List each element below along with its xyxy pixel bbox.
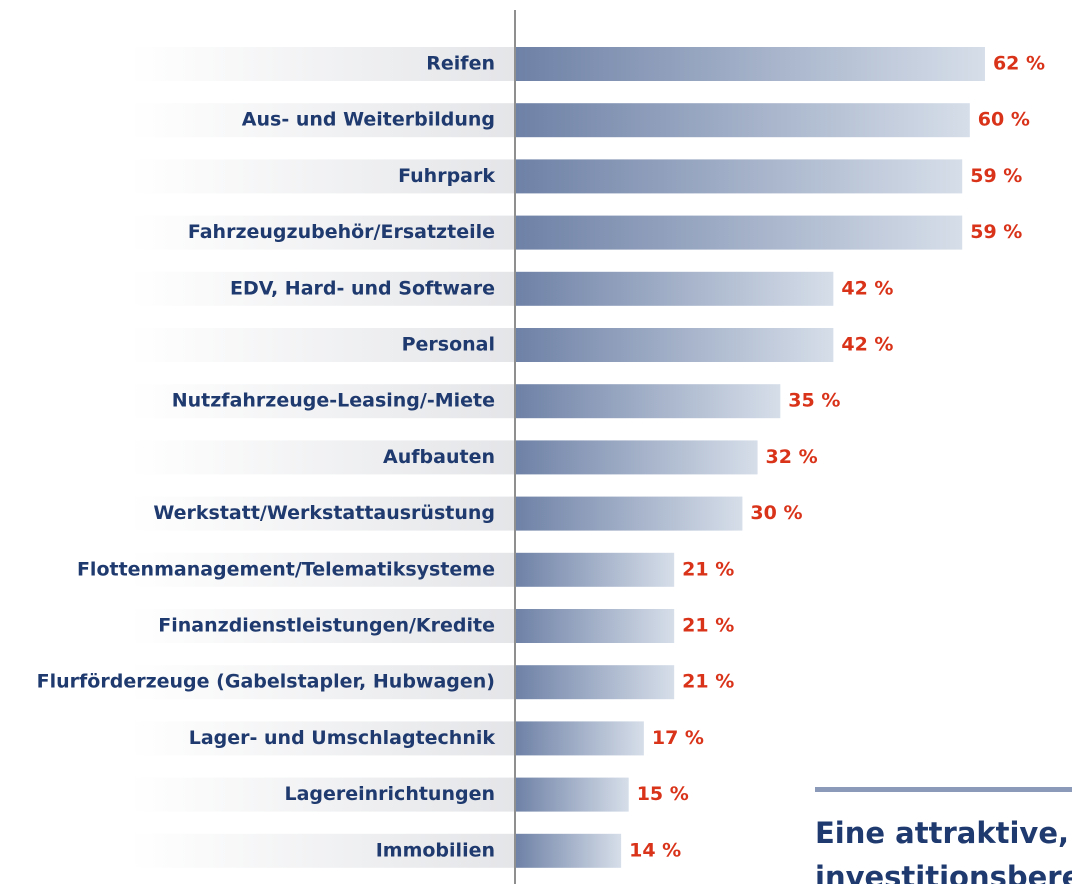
bar (515, 159, 963, 194)
bar (515, 271, 834, 306)
category-label: Immobilien (376, 839, 495, 861)
label-background (130, 440, 515, 475)
value-label: 42 % (841, 277, 893, 299)
value-label: 21 % (682, 615, 734, 637)
label-background (130, 552, 515, 587)
category-label: Reifen (426, 53, 495, 75)
category-label: Fahrzeugzubehör/Ersatzteile (188, 221, 495, 243)
value-label: 59 % (970, 165, 1022, 187)
label-background (130, 328, 515, 362)
label-background (130, 609, 515, 643)
label-background (130, 721, 515, 756)
value-label: 62 % (993, 53, 1045, 75)
value-label: 59 % (970, 221, 1022, 243)
bar (515, 609, 675, 643)
annotation: Eine attraktive, (815, 816, 1069, 850)
bar (515, 721, 644, 756)
category-label: Nutzfahrzeuge-Leasing/-Miete (172, 390, 495, 412)
value-label: 60 % (978, 109, 1030, 131)
category-label: EDV, Hard- und Software (230, 277, 495, 299)
value-label: 14 % (629, 839, 681, 861)
bar (515, 665, 675, 700)
category-label: Flurförderzeuge (Gabelstapler, Hubwagen) (37, 671, 495, 693)
category-label: Fuhrpark (398, 165, 495, 187)
category-label: Personal (402, 334, 495, 356)
category-label: Lagereinrichtungen (284, 783, 495, 805)
label-background (130, 777, 515, 812)
value-label: 30 % (750, 502, 802, 524)
bar (515, 496, 743, 531)
bar (515, 777, 629, 812)
value-label: 32 % (766, 446, 818, 468)
category-label: Finanzdienstleistungen/Kredite (158, 615, 495, 637)
bar (515, 47, 985, 81)
divider (815, 787, 1072, 792)
annotation: investitionsbere (815, 860, 1072, 884)
value-label: 21 % (682, 671, 734, 693)
label-background (130, 47, 515, 81)
category-label: Flottenmanagement/Telematiksysteme (77, 558, 495, 580)
bar (515, 328, 834, 362)
label-background (130, 496, 515, 531)
value-label: 42 % (841, 334, 893, 356)
bar (515, 833, 622, 868)
category-label: Aufbauten (383, 446, 495, 468)
label-background (130, 833, 515, 868)
label-background (130, 159, 515, 194)
category-label: Lager- und Umschlagtechnik (189, 727, 496, 749)
bar (515, 440, 758, 475)
value-label: 15 % (637, 783, 689, 805)
bar (515, 552, 675, 587)
label-background (130, 384, 515, 419)
label-background (130, 271, 515, 306)
category-label: Werkstatt/Werkstattausrüstung (153, 502, 495, 524)
value-label: 17 % (652, 727, 704, 749)
bar (515, 215, 963, 250)
label-background (130, 215, 515, 250)
label-background (130, 665, 515, 700)
value-label: 21 % (682, 558, 734, 580)
value-label: 35 % (788, 390, 840, 412)
bar (515, 384, 781, 419)
label-background (130, 103, 515, 138)
bar (515, 103, 970, 138)
category-label: Aus- und Weiterbildung (242, 109, 495, 131)
